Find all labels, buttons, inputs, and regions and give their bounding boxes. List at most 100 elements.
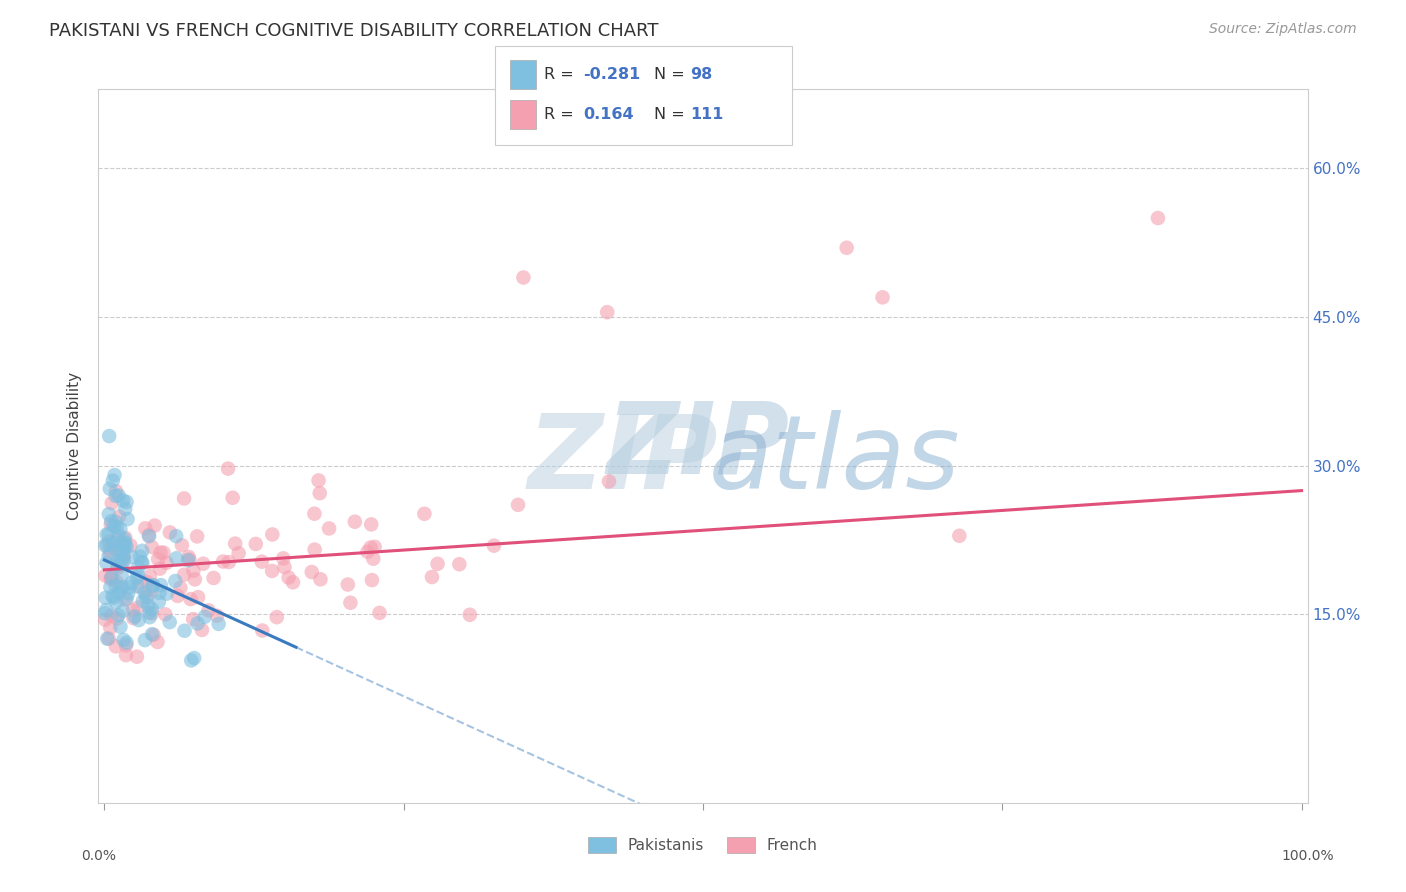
Point: [103, 591, 125, 605]
Point: [105, 611, 128, 625]
Point: [136, 599, 159, 613]
Text: ZIP: ZIP: [527, 409, 718, 511]
Point: [159, 615, 181, 629]
Point: [138, 606, 160, 620]
Point: [114, 535, 136, 549]
Point: [205, 608, 228, 623]
Point: [184, 573, 207, 587]
Point: [96, 527, 118, 541]
Point: [336, 577, 359, 591]
Point: [181, 612, 204, 626]
Point: [115, 540, 138, 554]
Point: [266, 610, 288, 624]
Point: [308, 486, 330, 500]
Point: [101, 537, 124, 551]
Point: [197, 603, 219, 617]
Point: [169, 581, 191, 595]
Point: [122, 603, 145, 617]
Point: [308, 474, 330, 488]
Point: [141, 602, 163, 616]
Point: [112, 549, 135, 564]
Text: PAKISTANI VS FRENCH COGNITIVE DISABILITY CORRELATION CHART: PAKISTANI VS FRENCH COGNITIVE DISABILITY…: [49, 22, 658, 40]
Point: [506, 498, 529, 512]
Point: [103, 535, 125, 549]
Point: [101, 474, 124, 488]
Point: [98, 482, 121, 496]
Point: [212, 555, 235, 569]
Text: R =: R =: [544, 107, 583, 121]
Point: [138, 610, 160, 624]
Y-axis label: Cognitive Disability: Cognitive Disability: [67, 372, 83, 520]
Point: [100, 496, 122, 510]
Point: [103, 468, 125, 483]
Point: [97, 632, 120, 646]
Point: [103, 519, 125, 533]
Point: [207, 616, 229, 631]
Point: [104, 578, 127, 592]
Point: [142, 578, 165, 592]
Point: [304, 542, 326, 557]
Point: [146, 635, 169, 649]
Point: [118, 580, 141, 594]
Point: [94, 591, 117, 605]
Point: [187, 590, 209, 604]
Point: [128, 613, 150, 627]
Point: [139, 569, 162, 583]
Point: [141, 540, 163, 554]
Point: [104, 515, 127, 529]
Point: [107, 554, 129, 568]
Point: [112, 549, 135, 564]
Point: [262, 564, 284, 578]
Point: [111, 541, 134, 556]
Point: [125, 649, 148, 664]
Point: [98, 542, 121, 557]
Point: [96, 556, 118, 570]
Point: [482, 539, 505, 553]
Text: 111: 111: [690, 107, 724, 121]
Point: [271, 551, 294, 566]
Point: [141, 607, 163, 621]
Point: [110, 620, 132, 634]
Point: [107, 561, 129, 575]
Point: [132, 594, 155, 608]
Point: [115, 639, 138, 653]
Text: 100.0%: 100.0%: [1281, 849, 1334, 863]
Point: [872, 290, 894, 304]
Point: [107, 608, 129, 623]
Point: [112, 532, 135, 546]
Point: [281, 575, 304, 590]
Point: [117, 512, 139, 526]
Point: [149, 546, 172, 560]
Point: [596, 305, 619, 319]
Point: [112, 540, 135, 554]
Point: [221, 491, 243, 505]
Text: 98: 98: [690, 67, 713, 81]
Point: [301, 565, 323, 579]
Point: [148, 595, 170, 609]
Point: [96, 632, 118, 646]
Point: [183, 564, 205, 578]
Point: [143, 518, 166, 533]
Point: [100, 608, 122, 623]
Point: [413, 507, 436, 521]
Point: [228, 546, 250, 560]
Point: [598, 475, 620, 489]
Point: [166, 589, 188, 603]
Point: [122, 611, 145, 625]
Point: [368, 606, 391, 620]
Point: [948, 529, 970, 543]
Point: [96, 538, 118, 552]
Point: [117, 586, 139, 600]
Point: [111, 604, 134, 618]
Point: [120, 576, 142, 591]
Point: [186, 529, 208, 543]
Point: [170, 538, 193, 552]
Point: [98, 580, 121, 594]
Point: [100, 514, 122, 528]
Point: [98, 547, 121, 561]
Point: [194, 609, 217, 624]
Text: -0.281: -0.281: [583, 67, 641, 81]
Point: [173, 624, 195, 638]
Point: [339, 596, 361, 610]
Point: [177, 549, 200, 564]
